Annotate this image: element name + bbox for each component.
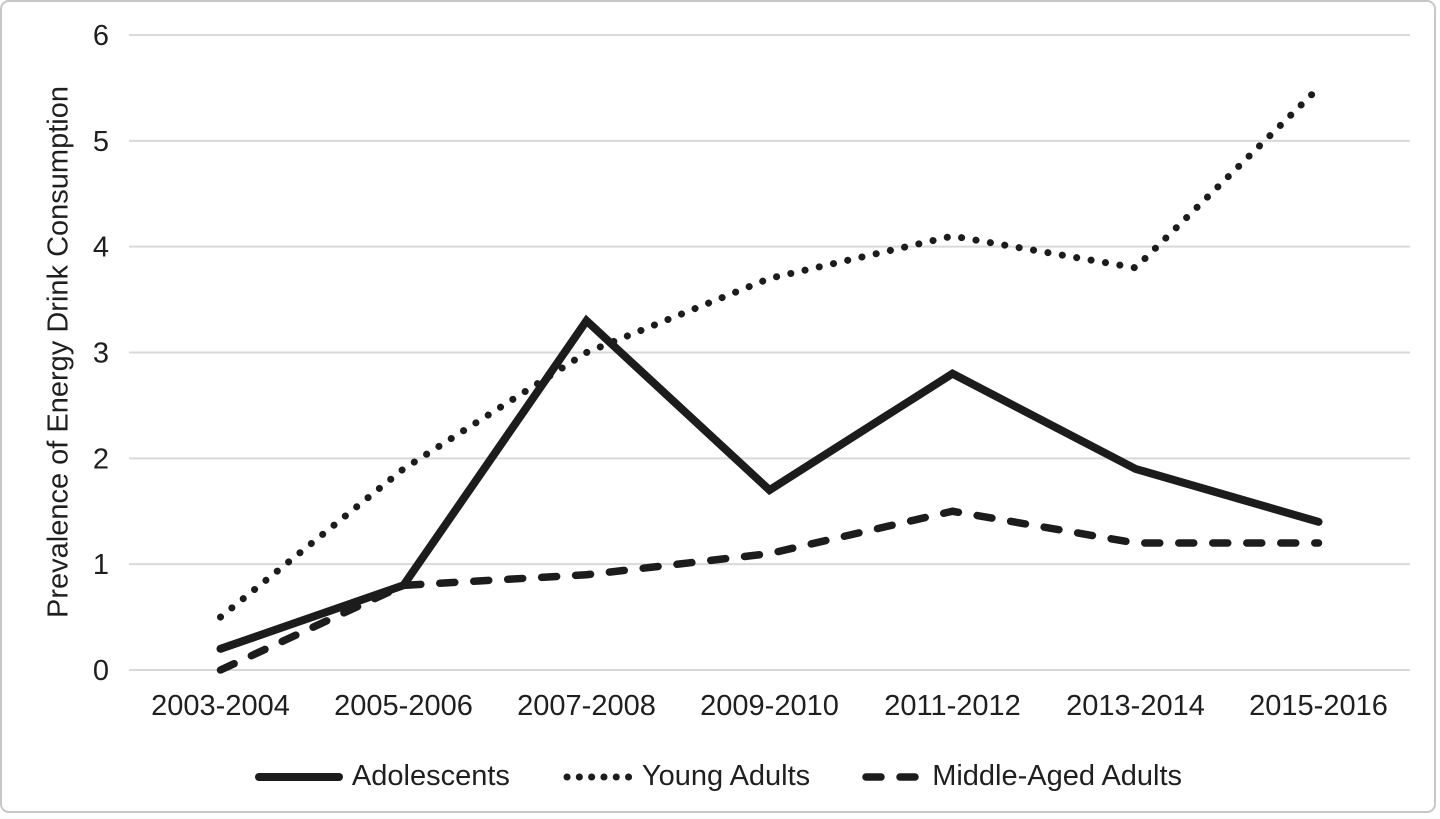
- series-line-young-adults: [217, 84, 1322, 621]
- dotted-line-swatch-icon: [563, 773, 633, 780]
- series-line-adolescents: [216, 314, 1323, 653]
- y-tick-label: 4: [93, 232, 109, 264]
- legend-label-middle-aged-adults: Middle-Aged Adults: [932, 760, 1183, 792]
- x-tick-label: 2009-2010: [700, 690, 839, 722]
- y-tick-label: 0: [93, 655, 109, 687]
- dashed-line-swatch-icon: [862, 772, 924, 781]
- x-tick-label: 2015-2016: [1249, 690, 1388, 722]
- legend-label-young-adults: Young Adults: [641, 760, 811, 792]
- legend-item-young-adults: Young Adults: [562, 760, 810, 793]
- legend-label-adolescents: Adolescents: [351, 760, 510, 792]
- solid-line-swatch-icon: [254, 772, 343, 781]
- y-tick-label: 2: [93, 443, 109, 475]
- x-tick-label: 2011-2012: [884, 690, 1021, 722]
- series-line-middle-aged-adults: [216, 507, 1323, 674]
- y-tick-label: 1: [93, 549, 109, 581]
- x-tick-label: 2007-2008: [517, 690, 656, 722]
- y-axis-title: Prevalence of Energy Drink Consumption: [42, 86, 75, 618]
- x-tick-label: 2013-2014: [1066, 690, 1205, 722]
- y-tick-label: 6: [93, 20, 109, 52]
- legend: Adolescents Young Adults Middle-Aged Adu…: [2, 760, 1434, 793]
- y-tick-label: 3: [93, 338, 109, 370]
- x-tick-label: 2005-2006: [334, 690, 473, 722]
- y-tick-label: 5: [93, 126, 109, 158]
- x-tick-label: 2003-2004: [151, 690, 290, 722]
- legend-item-middle-aged-adults: Middle-Aged Adults: [862, 760, 1182, 793]
- legend-item-adolescents: Adolescents: [254, 760, 510, 793]
